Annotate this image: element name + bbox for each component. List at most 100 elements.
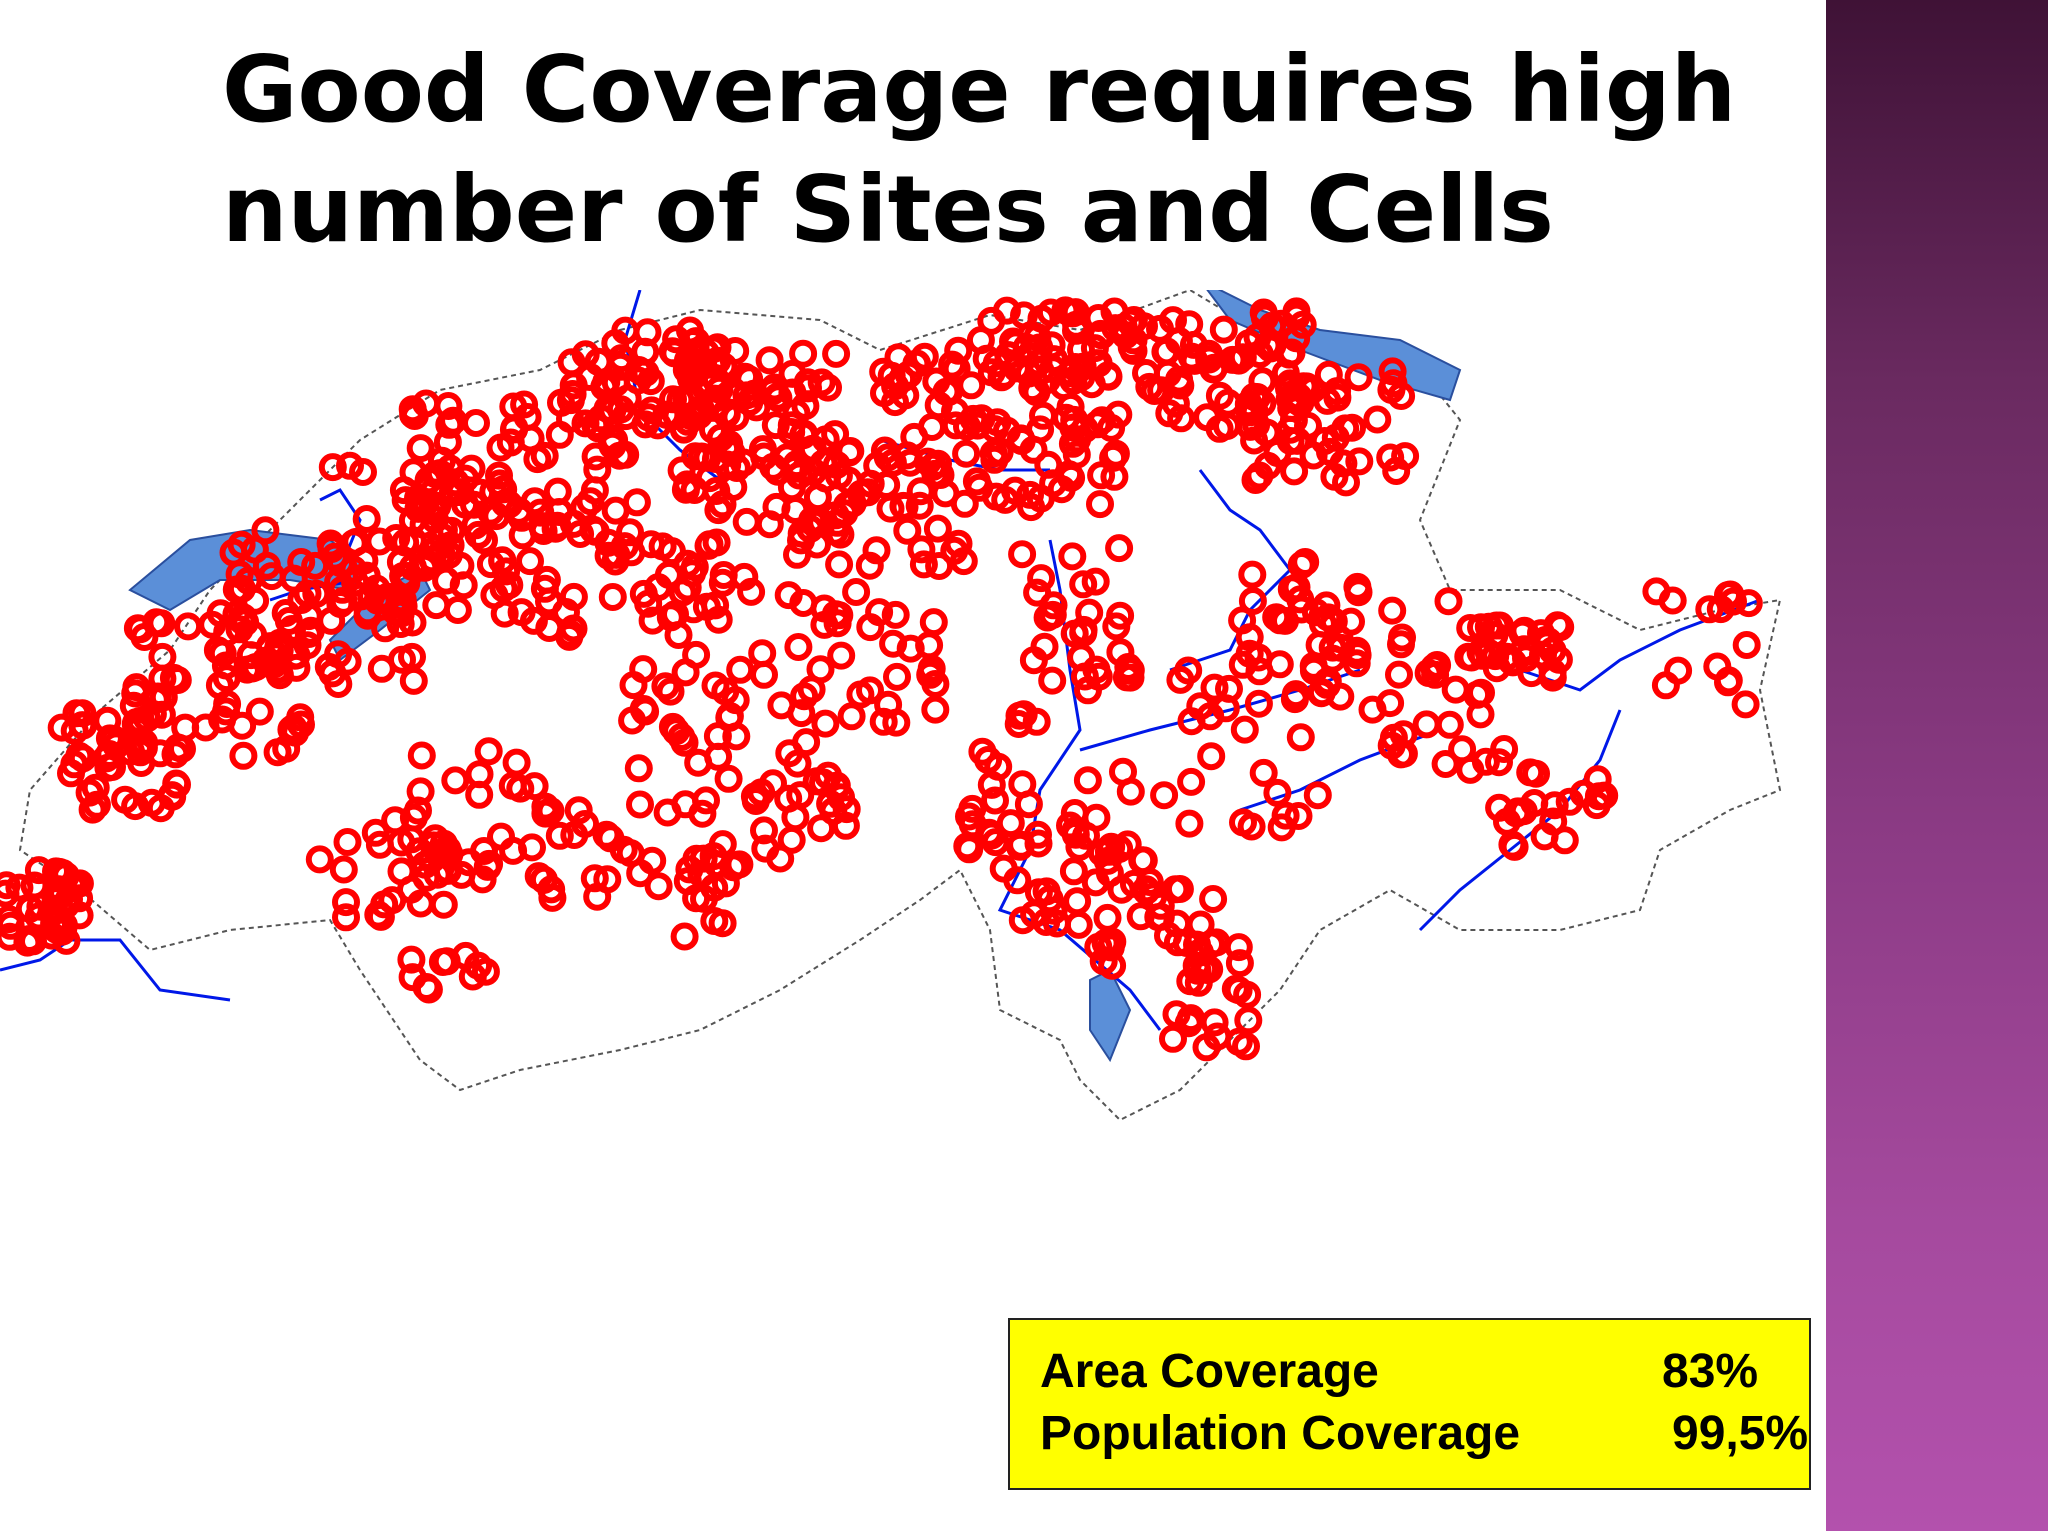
site-marker [656,677,685,706]
site-marker [1312,670,1341,699]
site-marker [670,922,699,951]
site-marker [748,639,777,668]
site-marker [545,498,574,526]
site-marker [1101,314,1130,343]
site-marker [1378,357,1407,386]
site-marker [1412,710,1441,739]
site-marker [1008,540,1037,569]
site-marker [629,359,658,387]
legend-row-population: Population Coverage 99,5% [1030,1404,1809,1464]
site-marker [516,547,544,576]
site-marker [1441,675,1470,704]
coverage-legend: Area Coverage 83% Population Coverage 99… [1008,1318,1811,1490]
site-marker [397,875,425,904]
site-marker [364,900,393,929]
site-marker [709,352,738,381]
site-marker [740,782,769,811]
site-marker [977,821,1006,850]
site-marker [203,636,232,665]
site-marker [1379,369,1408,398]
site-marker [82,790,111,819]
site-marker [530,441,559,470]
site-marker [1105,534,1134,563]
site-marker [228,711,257,740]
site-marker [1454,642,1483,671]
site-marker [1006,832,1034,861]
site-marker [613,384,642,413]
site-marker [698,350,727,379]
site-marker [789,589,818,617]
site-marker [1093,903,1122,932]
site-marker [422,591,451,620]
site-marker [1490,735,1519,763]
site-marker [5,873,34,902]
site-marker [737,577,766,606]
site-marker [1059,857,1088,886]
site-marker [301,551,330,580]
site-marker [1072,821,1100,850]
site-marker [1695,595,1724,624]
site-marker [1286,388,1315,417]
site-marker [545,420,574,449]
decorative-side-band [1826,0,2048,1531]
area-coverage-label: Area Coverage [1040,1345,1379,1398]
site-marker [836,437,865,465]
site-marker [1176,1004,1205,1033]
site-marker [95,724,124,753]
site-marker [480,581,509,610]
site-marker [679,595,708,624]
site-marker [1153,359,1182,388]
site-marker [1234,329,1263,358]
site-marker [1732,631,1761,659]
site-marker [1007,427,1036,455]
site-marker [418,478,447,507]
site-marker [1225,949,1254,978]
site-marker [1175,809,1204,838]
site-marker [486,433,515,462]
site-marker [1283,426,1312,455]
site-marker [688,799,717,828]
site-marker [547,388,575,417]
site-marker [1431,750,1460,778]
site-marker [1485,748,1513,777]
site-marker [767,691,796,720]
site-marker [1067,363,1096,392]
site-marker [755,346,784,375]
site-marker [703,850,732,879]
site-marker [1249,758,1278,787]
site-marker [536,797,565,825]
site-marker [1097,413,1126,442]
site-marker [524,862,553,891]
site-marker [1202,928,1231,957]
site-marker [1091,928,1120,957]
site-marker [231,608,260,637]
site-marker [823,609,852,638]
site-marker [1015,359,1043,388]
site-marker [865,598,894,627]
site-marker [1135,372,1164,401]
site-marker [1263,778,1292,807]
site-marker [1082,655,1111,684]
site-marker [1480,621,1509,649]
site-marker [1363,405,1392,434]
site-marker [981,786,1009,815]
cell-sites [0,296,1763,1062]
site-marker [1116,777,1145,806]
population-coverage-value: 99,5% [1672,1407,1809,1460]
site-marker [1376,689,1405,718]
site-marker [318,453,347,482]
site-marker [893,516,922,545]
site-marker [789,339,818,368]
site-marker [1003,866,1032,895]
site-marker [870,436,899,465]
site-marker [884,343,913,372]
site-marker [398,553,427,582]
site-marker [787,526,815,555]
site-marker [795,436,823,465]
site-marker [611,316,640,345]
site-marker [906,477,935,506]
site-marker [722,722,751,751]
site-marker [654,560,683,589]
site-marker [921,695,950,724]
site-marker [407,741,436,770]
